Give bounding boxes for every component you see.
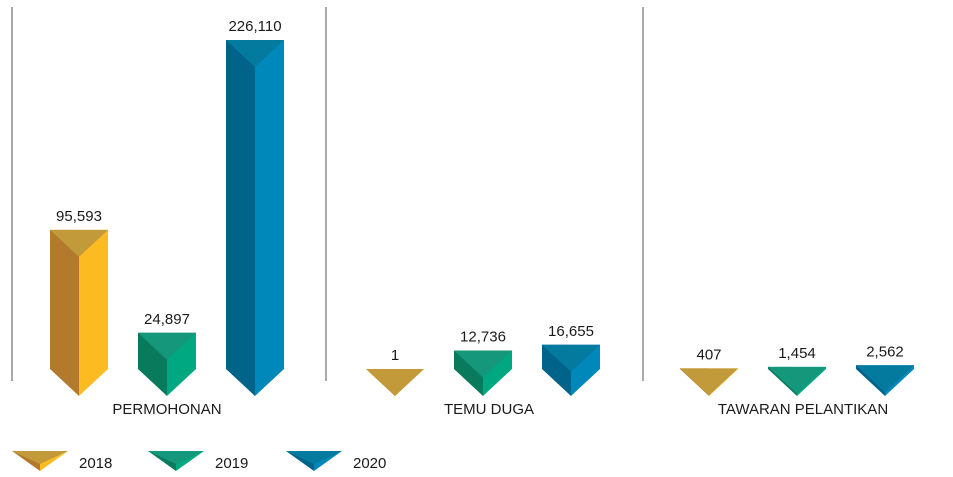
- bar-tawaran-pelantikan-2019-top-face: [768, 366, 826, 394]
- legend-label-2019: 2019: [215, 455, 248, 472]
- value-label-tawaran-pelantikan-2020: 2,562: [866, 343, 904, 360]
- legend-label-2018: 2018: [79, 455, 112, 472]
- value-label-temu-duga-2020: 16,655: [548, 323, 594, 340]
- value-label-permohonan-2018: 95,593: [56, 208, 102, 225]
- bar-permohonan-2020-left-face: [226, 40, 255, 396]
- category-label-tawaran-pelantikan: TAWARAN PELANTIKAN: [718, 401, 888, 418]
- value-label-permohonan-2019: 24,897: [144, 311, 190, 328]
- bar-tawaran-pelantikan-2018-top-face: [680, 368, 738, 396]
- value-label-temu-duga-2019: 12,736: [460, 328, 506, 345]
- value-label-permohonan-2020: 226,110: [228, 18, 281, 35]
- bar-tawaran-pelantikan-2020-top-face: [856, 365, 914, 393]
- legend-label-2020: 2020: [353, 455, 386, 472]
- bar-permohonan-2018-left-face: [50, 229, 79, 396]
- legend-swatch-2018-top: [12, 451, 68, 464]
- bar-temu-duga-2019-top-face: [454, 350, 512, 378]
- bar-permohonan-2020-top-face: [226, 40, 284, 67]
- bar-permohonan-2019-top-face: [138, 332, 196, 360]
- value-label-tawaran-pelantikan-2019: 1,454: [778, 345, 816, 362]
- legend-swatch-2020-top: [286, 451, 342, 464]
- bar-permohonan-2020-right-face: [255, 40, 284, 396]
- value-label-tawaran-pelantikan-2018: 407: [696, 346, 721, 363]
- bar-permohonan-2018-top-face: [50, 229, 108, 257]
- bar-temu-duga-2018-top-face: [366, 368, 424, 396]
- value-label-temu-duga-2018: 1: [391, 347, 399, 364]
- category-label-permohonan: PERMOHONAN: [112, 401, 221, 418]
- bar-permohonan-2018-right-face: [79, 229, 108, 396]
- category-label-temu-duga: TEMU DUGA: [444, 401, 534, 418]
- legend-swatch-2019-top: [148, 451, 204, 464]
- bar-temu-duga-2020-top-face: [542, 344, 600, 372]
